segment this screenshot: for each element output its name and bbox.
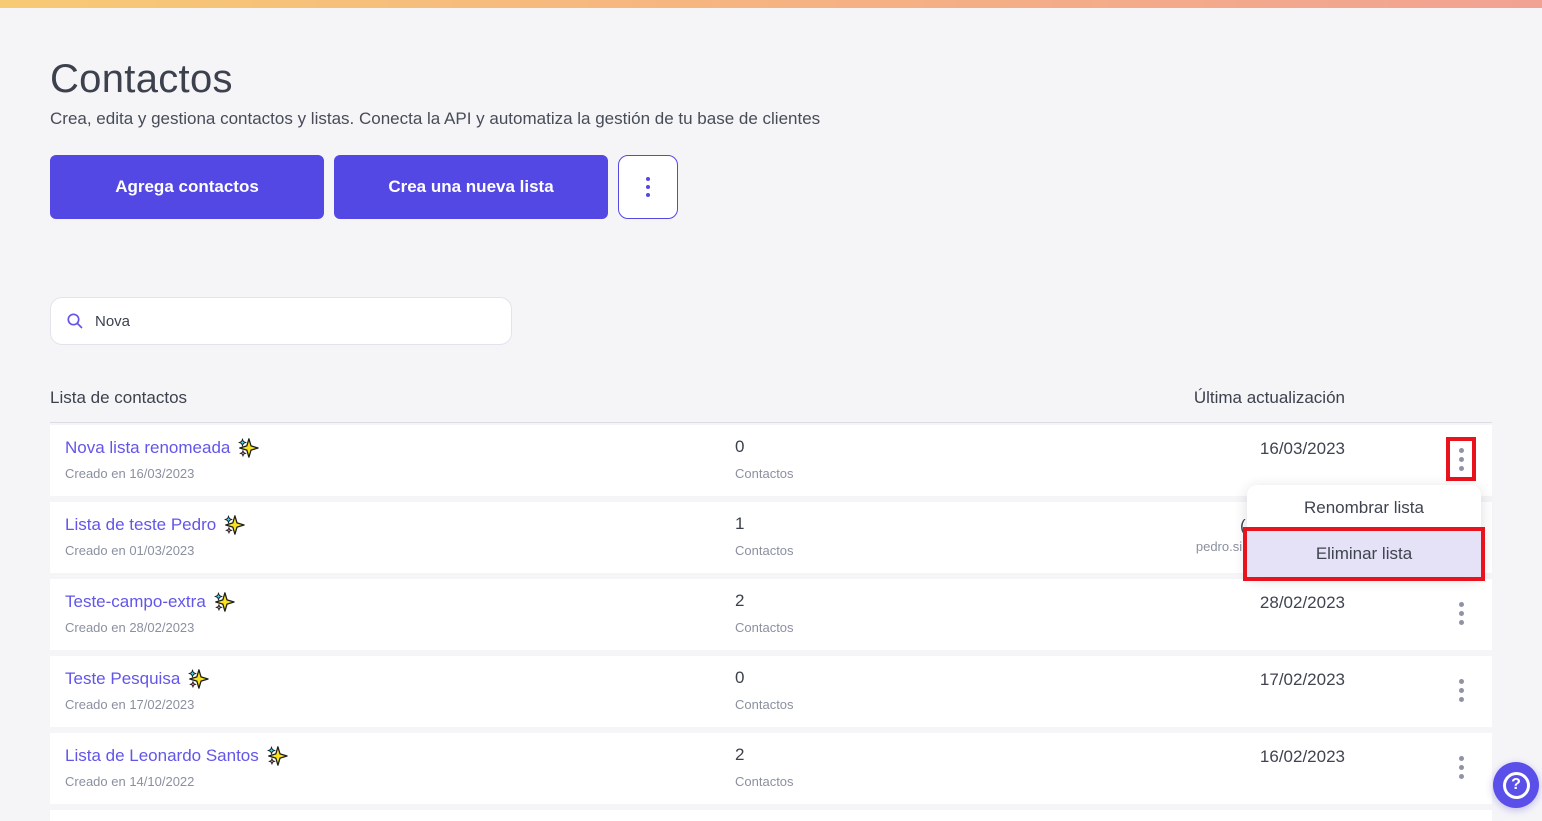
kebab-icon bbox=[1458, 678, 1464, 702]
help-button[interactable]: ? bbox=[1493, 762, 1539, 808]
search-icon bbox=[67, 313, 83, 329]
contact-count: 0 bbox=[735, 437, 745, 456]
contact-count: 0 bbox=[735, 668, 745, 687]
sparkles-icon bbox=[188, 669, 210, 689]
menu-item-rename-list[interactable]: Renombrar lista bbox=[1304, 498, 1424, 517]
sparkles-icon bbox=[238, 438, 260, 458]
table-row: Teste-campo-extra Creado en 28/02/2023 2… bbox=[50, 579, 1492, 650]
list-name-link[interactable]: Nova lista renomeada bbox=[65, 437, 260, 459]
last-updated-date: 28/02/2023 bbox=[1259, 593, 1345, 612]
question-mark-icon: ? bbox=[1502, 771, 1530, 799]
more-actions-button[interactable] bbox=[618, 155, 678, 219]
list-name: Nova lista renomeada bbox=[65, 438, 231, 457]
row-menu-button[interactable] bbox=[1446, 437, 1476, 481]
contact-count: 1 bbox=[735, 514, 745, 533]
column-header-updated: Última actualización bbox=[1193, 388, 1345, 407]
created-date: Creado en 28/02/2023 bbox=[65, 620, 195, 635]
contacts-label: Contactos bbox=[735, 543, 794, 558]
created-date: Creado en 14/10/2022 bbox=[65, 774, 195, 789]
sparkles-icon bbox=[213, 592, 235, 612]
list-actions-menu: Renombrar lista Eliminar lista bbox=[1243, 485, 1485, 581]
row-menu-button[interactable] bbox=[1446, 668, 1476, 712]
table-header-divider bbox=[50, 422, 1492, 423]
list-name-link[interactable]: Teste Pesquisa bbox=[65, 668, 210, 690]
list-name-link[interactable]: Teste-campo-extra bbox=[65, 591, 235, 613]
list-name-link[interactable]: Lista de Leonardo Santos bbox=[65, 745, 288, 767]
list-name: Lista de teste Pedro bbox=[65, 515, 217, 534]
contacts-label: Contactos bbox=[735, 466, 794, 481]
table-row: Teste Pesquisa Creado en 17/02/2023 0 Co… bbox=[50, 656, 1492, 727]
created-date: Creado en 17/02/2023 bbox=[65, 697, 195, 712]
last-updated-date: 16/02/2023 bbox=[1259, 747, 1345, 766]
created-date: Creado en 16/03/2023 bbox=[65, 466, 195, 481]
contacts-label: Contactos bbox=[735, 774, 794, 789]
contact-lists: Nova lista renomeada Creado en 16/03/202… bbox=[50, 425, 1492, 804]
page-title: Contactos bbox=[50, 57, 233, 101]
sparkles-icon bbox=[266, 746, 288, 766]
last-updated-date: 17/02/2023 bbox=[1259, 670, 1345, 689]
page-subtitle: Crea, edita y gestiona contactos y lista… bbox=[50, 109, 821, 128]
kebab-icon bbox=[1458, 601, 1464, 625]
contacts-page: Contactos Crea, edita y gestiona contact… bbox=[0, 56, 1542, 821]
created-date: Creado en 01/03/2023 bbox=[65, 543, 195, 558]
search-box[interactable] bbox=[50, 297, 512, 345]
clipped-date-fragment: ( bbox=[1240, 516, 1246, 535]
table-header: Lista de contactos Última actualización bbox=[50, 388, 1492, 409]
kebab-icon bbox=[646, 177, 650, 197]
updated-by-text: pedro.sil bbox=[1195, 539, 1245, 554]
row-menu-button[interactable] bbox=[1446, 745, 1476, 789]
create-list-button[interactable]: Crea una nueva lista bbox=[334, 155, 608, 219]
add-contacts-button[interactable]: Agrega contactos bbox=[50, 155, 324, 219]
kebab-icon bbox=[1458, 447, 1464, 471]
contact-count: 2 bbox=[735, 591, 745, 610]
contacts-label: Contactos bbox=[735, 620, 794, 635]
row-menu-button[interactable] bbox=[1446, 591, 1476, 635]
top-gradient-bar bbox=[0, 0, 1542, 8]
sparkles-icon bbox=[224, 515, 245, 535]
list-name: Teste-campo-extra bbox=[65, 592, 206, 611]
contact-count: 2 bbox=[735, 745, 745, 764]
table-row-partial bbox=[50, 810, 1492, 821]
kebab-icon bbox=[1458, 755, 1464, 779]
search-input[interactable] bbox=[93, 311, 496, 331]
list-name: Lista de Leonardo Santos bbox=[65, 746, 259, 765]
list-name: Teste Pesquisa bbox=[65, 669, 181, 688]
last-updated-date: 16/03/2023 bbox=[1259, 439, 1345, 458]
action-buttons: Agrega contactos Crea una nueva lista bbox=[50, 155, 1492, 219]
table-row: Lista de Leonardo Santos Creado en 14/10… bbox=[50, 733, 1492, 804]
table-row: Nova lista renomeada Creado en 16/03/202… bbox=[50, 425, 1492, 496]
menu-item-delete-list[interactable]: Eliminar lista bbox=[1243, 527, 1485, 581]
list-name-link[interactable]: Lista de teste Pedro bbox=[65, 514, 245, 536]
contacts-label: Contactos bbox=[735, 697, 794, 712]
column-header-lists: Lista de contactos bbox=[50, 388, 188, 407]
